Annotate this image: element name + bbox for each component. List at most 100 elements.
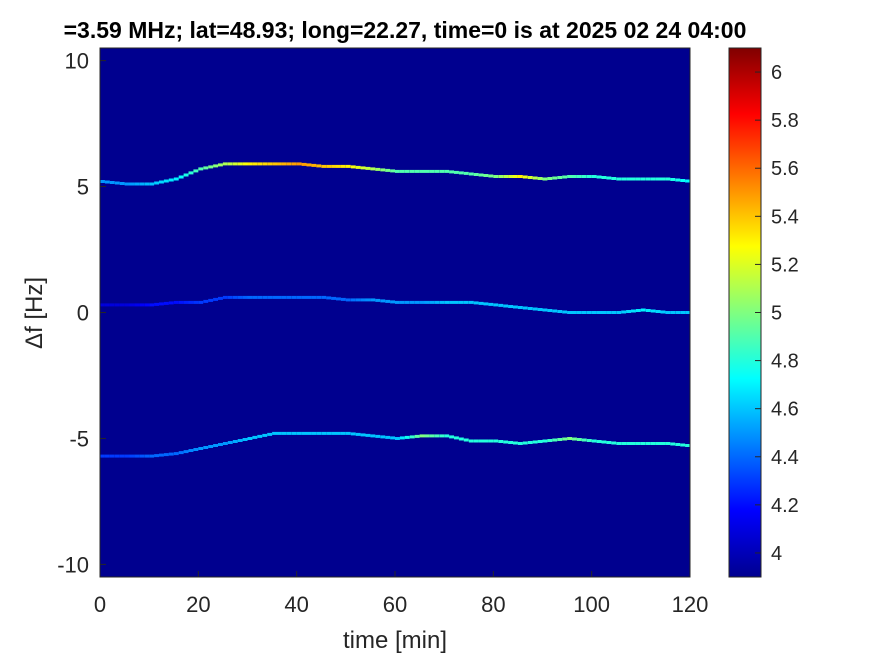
colorbar-tick-label: 6	[771, 62, 782, 84]
line-segment	[149, 303, 155, 307]
line-segment	[439, 300, 445, 304]
line-segment	[616, 177, 622, 181]
line-segment	[218, 443, 223, 446]
line-segment	[611, 441, 617, 445]
line-segment	[227, 295, 233, 299]
line-segment	[488, 174, 494, 178]
line-segment	[262, 295, 268, 299]
line-segment	[680, 179, 686, 182]
line-segment	[606, 441, 612, 444]
line-segment	[478, 173, 484, 177]
line-segment	[237, 162, 243, 166]
line-segment	[616, 442, 622, 445]
line-segment	[375, 298, 381, 302]
line-segment	[572, 175, 577, 178]
line-segment	[404, 169, 410, 173]
line-segment	[232, 440, 238, 443]
line-segment	[660, 310, 666, 314]
line-segment	[404, 300, 410, 304]
line-segment	[537, 177, 543, 180]
line-segment	[242, 162, 248, 166]
line-segment	[675, 178, 681, 182]
line-segment	[434, 169, 440, 173]
line-segment	[503, 440, 509, 444]
line-segment	[631, 177, 636, 181]
line-segment	[685, 311, 691, 314]
line-segment	[321, 431, 327, 435]
line-segment	[517, 442, 523, 445]
line-segment	[483, 439, 489, 443]
line-segment	[375, 167, 381, 171]
line-segment	[370, 434, 376, 438]
spectral-lines	[100, 162, 691, 458]
line-segment	[139, 182, 145, 186]
line-segment	[675, 311, 681, 314]
line-segment	[272, 431, 278, 435]
line-segment	[340, 297, 346, 301]
line-segment	[439, 434, 445, 438]
line-segment	[640, 442, 646, 445]
line-segment	[409, 300, 415, 304]
line-segment	[557, 438, 563, 441]
line-segment	[242, 438, 248, 441]
spectral-line-1	[100, 162, 691, 186]
line-segment	[281, 431, 287, 435]
line-segment	[154, 302, 160, 306]
colorbar-tick-label: 5.2	[771, 254, 799, 276]
line-segment	[178, 300, 184, 304]
line-segment	[272, 162, 278, 166]
colorbar-tick-label: 4.4	[771, 447, 799, 469]
line-segment	[557, 176, 563, 179]
line-segment	[296, 162, 302, 166]
line-segment	[198, 167, 204, 171]
x-tick-label: 20	[186, 592, 210, 617]
line-segment	[213, 444, 219, 447]
line-segment	[399, 436, 405, 440]
colorbar-tick-label: 5.6	[771, 158, 799, 180]
line-segment	[193, 169, 199, 173]
line-segment	[449, 170, 455, 174]
line-segment	[385, 435, 391, 439]
y-axis-label: Δf [Hz]	[21, 277, 48, 349]
line-segment	[163, 453, 169, 457]
line-segment	[390, 169, 396, 173]
line-segment	[149, 182, 155, 186]
line-segment	[655, 442, 661, 445]
line-segment	[173, 177, 179, 181]
line-segment	[562, 310, 568, 314]
line-segment	[562, 437, 568, 441]
line-segment	[621, 310, 627, 314]
line-segment	[124, 454, 130, 458]
line-segment	[685, 179, 691, 183]
colorbar-tick-label: 4.2	[771, 495, 799, 517]
line-segment	[124, 303, 130, 307]
line-segment	[281, 295, 287, 299]
line-segment	[301, 162, 307, 166]
line-segment	[286, 295, 292, 299]
line-segment	[503, 304, 509, 308]
line-segment	[473, 301, 479, 305]
line-segment	[380, 168, 386, 172]
line-segment	[350, 432, 356, 436]
line-segment	[306, 295, 312, 299]
line-segment	[655, 177, 661, 181]
line-segment	[576, 438, 582, 441]
line-segment	[478, 439, 484, 443]
line-segment	[154, 181, 160, 185]
line-segment	[498, 175, 504, 178]
line-segment	[581, 438, 587, 442]
line-segment	[449, 435, 455, 439]
line-segment	[360, 298, 366, 302]
line-segment	[159, 302, 164, 306]
line-segment	[493, 439, 499, 443]
line-segment	[370, 298, 376, 302]
line-segment	[267, 295, 273, 299]
line-segment	[222, 442, 228, 445]
line-segment	[100, 303, 105, 307]
line-segment	[129, 454, 135, 458]
line-segment	[321, 164, 327, 168]
line-segment	[316, 431, 322, 435]
line-segment	[493, 175, 499, 178]
line-segment	[675, 443, 681, 446]
